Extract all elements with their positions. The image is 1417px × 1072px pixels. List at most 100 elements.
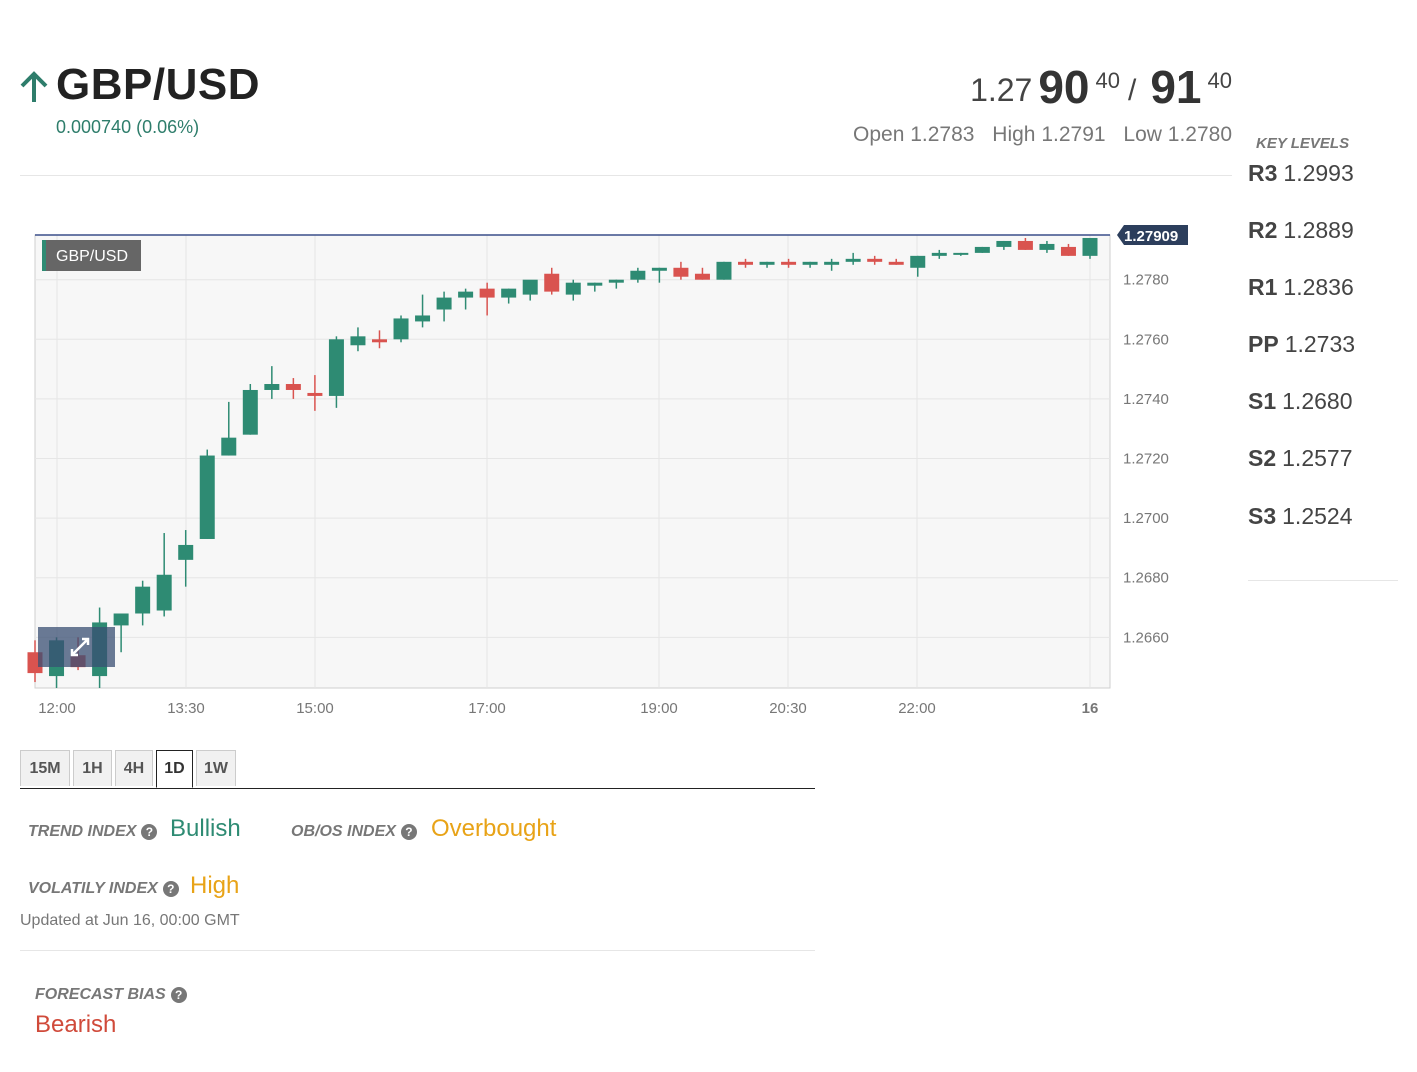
- candle-body: [328, 339, 344, 396]
- candle-body: [781, 261, 797, 265]
- y-tick-label: 1.2760: [1123, 331, 1169, 348]
- candle-body: [479, 288, 495, 298]
- help-icon[interactable]: ?: [162, 881, 179, 897]
- forecast-bias-text: FORECAST BIAS: [35, 986, 166, 1003]
- help-icon[interactable]: ?: [141, 824, 158, 840]
- x-tick-label: 17:00: [468, 700, 506, 717]
- symbol-badge: [42, 240, 141, 271]
- candle-body: [199, 455, 215, 539]
- candle-body: [264, 384, 280, 390]
- candle-body: [996, 240, 1012, 247]
- key-level-value: 1.2993: [1283, 160, 1354, 186]
- candle-body: [285, 384, 301, 390]
- obos-index-text: OB/OS INDEX: [291, 823, 396, 840]
- obos-index-value: Overbought: [431, 815, 557, 842]
- candle-body: [565, 282, 581, 295]
- price-change: 0.000740 (0.06%): [56, 117, 200, 137]
- y-tick-label: 1.2700: [1123, 510, 1169, 527]
- indicators-divider: [20, 950, 815, 951]
- candle-body: [501, 288, 517, 298]
- candle-body: [1060, 246, 1076, 256]
- y-tick-label: 1.2740: [1123, 391, 1169, 408]
- header-divider: [20, 175, 1232, 176]
- key-level-r2: R2 1.2889: [1248, 217, 1354, 244]
- bid-prefix: 1.27: [970, 72, 1033, 108]
- tab-1d[interactable]: 1D: [156, 750, 193, 788]
- key-level-name: R1: [1248, 274, 1278, 300]
- quote-separator: /: [1128, 74, 1137, 107]
- key-level-pp: PP 1.2733: [1248, 331, 1355, 358]
- candle-body: [1082, 237, 1098, 256]
- candle-body: [651, 267, 667, 271]
- candle-body: [867, 258, 883, 262]
- trend-index-value: Bullish: [170, 815, 241, 842]
- x-tick-label: 12:00: [38, 700, 76, 717]
- candle-body: [738, 261, 754, 265]
- candle-body: [178, 544, 194, 560]
- timeframe-tabs: 15M 1H 4H 1D 1W: [20, 750, 815, 789]
- y-tick-label: 1.2720: [1123, 451, 1169, 468]
- x-tick-label: 15:00: [296, 700, 334, 717]
- low-value: Low 1.2780: [1123, 123, 1232, 146]
- volatility-index-text: VOLATILY INDEX: [28, 880, 158, 897]
- key-level-name: S1: [1248, 388, 1277, 414]
- candle-body: [888, 261, 904, 265]
- candle-body: [242, 389, 258, 435]
- last-price-label: 1.27909: [1124, 228, 1178, 245]
- key-level-name: R3: [1248, 160, 1278, 186]
- candle-body: [608, 279, 624, 283]
- expand-chart-button[interactable]: [38, 627, 115, 667]
- arrow-up-icon: [20, 71, 48, 102]
- help-icon[interactable]: ?: [400, 824, 417, 840]
- key-level-name: S2: [1248, 445, 1277, 471]
- tab-15m[interactable]: 15M: [20, 750, 70, 786]
- x-tick-label: 20:30: [769, 700, 807, 717]
- help-icon[interactable]: ?: [170, 987, 187, 1003]
- candle-body: [630, 270, 646, 280]
- key-level-r3: R3 1.2993: [1248, 160, 1354, 187]
- volatility-index-value: High: [190, 872, 240, 899]
- key-level-value: 1.2577: [1282, 445, 1353, 471]
- candle-body: [371, 339, 387, 343]
- candle-body: [350, 336, 366, 346]
- key-level-value: 1.2733: [1284, 331, 1356, 357]
- open-high-low: Open 1.2783 High 1.2791 Low 1.2780: [841, 123, 1232, 147]
- candle-body: [824, 261, 840, 265]
- pair-title: GBP/USD: [56, 60, 260, 109]
- candle-body: [673, 267, 689, 277]
- candle-body: [113, 613, 129, 626]
- candle-body: [135, 586, 151, 614]
- key-level-name: R2: [1248, 217, 1278, 243]
- symbol-badge-label: GBP/USD: [56, 248, 128, 265]
- tab-1w[interactable]: 1W: [196, 750, 236, 786]
- candle-body: [436, 297, 452, 310]
- y-tick-label: 1.2660: [1123, 629, 1169, 646]
- symbol-badge-accent: [42, 240, 46, 271]
- candle-body: [716, 261, 732, 280]
- candle-body: [1017, 240, 1033, 250]
- key-level-s2: S2 1.2577: [1248, 445, 1353, 472]
- candle-body: [544, 273, 560, 292]
- candle-body: [845, 258, 861, 262]
- key-level-value: 1.2680: [1282, 388, 1353, 414]
- x-tick-label: 19:00: [640, 700, 678, 717]
- bid-fraction: 40: [1095, 68, 1120, 93]
- key-level-name: PP: [1248, 331, 1279, 357]
- tab-1h[interactable]: 1H: [73, 750, 112, 786]
- quote-display: 1.27 90 40 / 91 40: [970, 60, 1232, 114]
- candle-body: [759, 261, 775, 265]
- ask-fraction: 40: [1207, 68, 1232, 93]
- obos-index-label: OB/OS INDEX ?: [291, 823, 417, 841]
- bid-pips: 90: [1038, 61, 1090, 113]
- key-level-value: 1.2524: [1282, 503, 1353, 529]
- candle-body: [1039, 243, 1055, 250]
- candle-body: [587, 282, 603, 286]
- price-chart[interactable]: 1.2780 1.2760 1.2740 1.2720 1.2700 1.2680 1.26…: [0, 215, 1200, 725]
- candle-body: [415, 315, 431, 322]
- key-level-value: 1.2889: [1283, 217, 1354, 243]
- key-level-name: S3: [1248, 503, 1277, 529]
- plot-area: [34, 234, 1111, 689]
- expand-icon: [70, 637, 90, 657]
- key-level-r1: R1 1.2836: [1248, 274, 1354, 301]
- tab-4h[interactable]: 4H: [115, 750, 153, 786]
